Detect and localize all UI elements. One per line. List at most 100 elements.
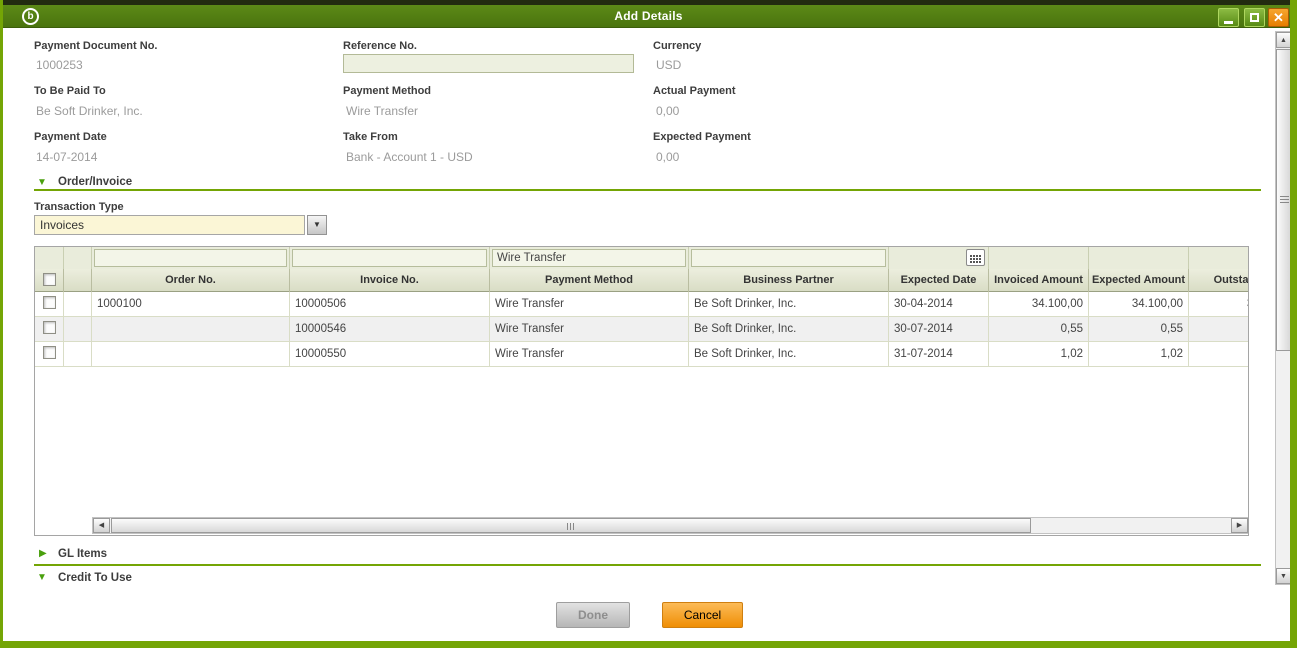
- take-from-label: Take From: [343, 131, 398, 143]
- to-be-paid-to-value: Be Soft Drinker, Inc.: [36, 104, 143, 118]
- row-checkbox[interactable]: [42, 296, 56, 309]
- column-header-outstanding[interactable]: Outstanding: [1189, 269, 1248, 292]
- close-button[interactable]: ✕: [1268, 8, 1289, 27]
- currency-value: USD: [656, 58, 682, 72]
- section-divider: [34, 564, 1261, 566]
- row-checkbox[interactable]: [42, 321, 56, 334]
- order-invoice-collapse-icon[interactable]: ▼: [37, 177, 47, 188]
- filter-payment-method-input[interactable]: Wire Transfer: [492, 249, 686, 267]
- reference-no-input[interactable]: [343, 54, 634, 73]
- cell-order-no: 1000100: [92, 292, 290, 317]
- actual-payment-label: Actual Payment: [653, 85, 736, 97]
- header-spacer: [64, 269, 92, 292]
- credit-to-use-collapse-icon[interactable]: ▼: [37, 572, 47, 583]
- filter-cell-outstanding: [1189, 247, 1248, 269]
- currency-label: Currency: [653, 40, 702, 52]
- cell-expected-date: 30-04-2014: [889, 292, 989, 317]
- take-from-value: Bank - Account 1 - USD: [346, 150, 473, 164]
- column-header-invoice-no[interactable]: Invoice No.: [290, 269, 490, 292]
- filter-cell-spacer: [64, 247, 92, 269]
- cell-expected-amount: 34.100,00: [1089, 292, 1189, 317]
- expected-payment-label: Expected Payment: [653, 131, 751, 143]
- maximize-button[interactable]: [1244, 8, 1265, 27]
- scroll-up-icon[interactable]: ▲: [1276, 32, 1290, 48]
- calendar-icon: [970, 255, 981, 263]
- transaction-type-dropdown-icon[interactable]: ▼: [307, 215, 327, 235]
- actual-payment-value: 0,00: [656, 104, 680, 118]
- select-all-checkbox[interactable]: [42, 273, 56, 286]
- section-divider: [34, 189, 1261, 191]
- scroll-right-icon[interactable]: ▶: [1231, 518, 1248, 533]
- filter-cell-expected-amount: [1089, 247, 1189, 269]
- maximize-icon: [1250, 13, 1259, 22]
- cell-outstanding: [1189, 342, 1248, 367]
- filter-business-partner-input[interactable]: [691, 249, 886, 267]
- cancel-button[interactable]: Cancel: [662, 602, 743, 628]
- select-all-cell: [35, 269, 64, 292]
- payment-date-label: Payment Date: [34, 131, 107, 143]
- transaction-type-label: Transaction Type: [34, 201, 124, 213]
- minimize-icon: [1224, 21, 1233, 24]
- column-header-expected-date[interactable]: Expected Date: [889, 269, 989, 292]
- cell-outstanding: 34.100,00: [1189, 292, 1248, 317]
- background-app-strip: [3, 0, 1290, 5]
- cell-payment-method: Wire Transfer: [490, 292, 689, 317]
- cell-invoice-no: 10000550: [290, 342, 490, 367]
- vertical-scroll-thumb[interactable]: [1276, 49, 1290, 351]
- dialog-title: Add Details: [614, 9, 683, 23]
- cell-business-partner: Be Soft Drinker, Inc.: [689, 342, 889, 367]
- close-icon: ✕: [1273, 10, 1284, 25]
- column-header-order-no[interactable]: Order No.: [92, 269, 290, 292]
- payment-date-value: 14-07-2014: [36, 150, 98, 164]
- reference-no-label: Reference No.: [343, 40, 417, 52]
- done-button[interactable]: Done: [556, 602, 630, 628]
- filter-invoice-no-input[interactable]: [292, 249, 487, 267]
- order-invoice-grid: Wire Transfer: [34, 246, 1249, 536]
- cell-expected-date: 30-07-2014: [889, 317, 989, 342]
- scroll-grip-icon: [567, 523, 575, 530]
- gl-items-expand-icon[interactable]: ▶: [39, 548, 47, 559]
- cell-payment-method: Wire Transfer: [490, 342, 689, 367]
- section-order-invoice[interactable]: Order/Invoice: [58, 176, 133, 188]
- dialog-titlebar[interactable]: b Add Details ✕: [3, 5, 1290, 28]
- cell-invoiced-amount: 34.100,00: [989, 292, 1089, 317]
- column-header-expected-amount[interactable]: Expected Amount: [1089, 269, 1189, 292]
- cell-invoice-no: 10000506: [290, 292, 490, 317]
- column-header-business-partner[interactable]: Business Partner: [689, 269, 889, 292]
- cell-invoiced-amount: 1,02: [989, 342, 1089, 367]
- cell-payment-method: Wire Transfer: [490, 317, 689, 342]
- grid-horizontal-scrollbar[interactable]: ◀ ▶: [92, 517, 1248, 534]
- cell-order-no: [92, 317, 290, 342]
- cell-invoice-no: 10000546: [290, 317, 490, 342]
- filter-order-no-input[interactable]: [94, 249, 287, 267]
- openbravo-logo-icon: b: [22, 8, 39, 25]
- column-header-invoiced-amount[interactable]: Invoiced Amount: [989, 269, 1089, 292]
- table-row[interactable]: 1000100 10000506 Wire Transfer Be Soft D…: [35, 292, 1248, 317]
- row-checkbox[interactable]: [42, 346, 56, 359]
- cell-expected-amount: 0,55: [1089, 317, 1189, 342]
- column-header-payment-method[interactable]: Payment Method: [490, 269, 689, 292]
- cell-outstanding: [1189, 317, 1248, 342]
- payment-method-label: Payment Method: [343, 85, 432, 97]
- grid-filter-row: Wire Transfer: [35, 247, 1248, 269]
- cell-expected-date: 31-07-2014: [889, 342, 989, 367]
- cell-order-no: [92, 342, 290, 367]
- window-vertical-scrollbar[interactable]: ▲ ▼: [1275, 31, 1290, 585]
- cell-expected-amount: 1,02: [1089, 342, 1189, 367]
- filter-cell-invoiced-amount: [989, 247, 1089, 269]
- to-be-paid-to-label: To Be Paid To: [34, 85, 106, 97]
- transaction-type-select[interactable]: Invoices: [34, 215, 305, 235]
- section-credit-to-use[interactable]: Credit To Use: [58, 572, 132, 584]
- cell-invoiced-amount: 0,55: [989, 317, 1089, 342]
- scroll-down-icon[interactable]: ▼: [1276, 568, 1290, 584]
- table-row[interactable]: 10000550 Wire Transfer Be Soft Drinker, …: [35, 342, 1248, 367]
- minimize-button[interactable]: [1218, 8, 1239, 27]
- grid-header-row: Order No. Invoice No. Payment Method Bus…: [35, 269, 1248, 292]
- section-gl-items[interactable]: GL Items: [58, 548, 107, 560]
- expected-date-calendar-button[interactable]: [966, 249, 985, 266]
- table-row[interactable]: 10000546 Wire Transfer Be Soft Drinker, …: [35, 317, 1248, 342]
- scroll-grip-icon: [1280, 196, 1289, 204]
- scroll-left-icon[interactable]: ◀: [93, 518, 110, 533]
- horizontal-scroll-thumb[interactable]: [111, 518, 1031, 533]
- payment-method-value: Wire Transfer: [346, 104, 419, 118]
